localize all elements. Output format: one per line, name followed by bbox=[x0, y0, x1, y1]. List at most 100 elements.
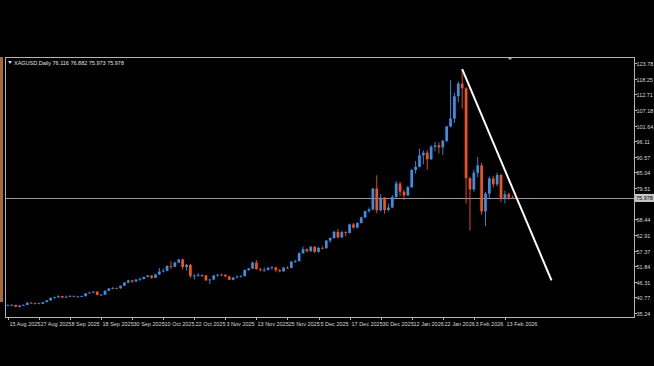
candle-wick bbox=[244, 270, 245, 277]
x-tick bbox=[287, 317, 288, 320]
x-tick bbox=[39, 317, 40, 320]
candle-wick bbox=[299, 252, 300, 261]
candle-wick bbox=[155, 274, 156, 278]
candle-body bbox=[14, 305, 17, 307]
candle-wick bbox=[174, 262, 175, 268]
candle-body bbox=[232, 278, 235, 280]
candle-body bbox=[38, 303, 41, 305]
candle-body bbox=[480, 165, 483, 211]
shift-marker bbox=[507, 57, 513, 60]
candle-wick bbox=[213, 275, 214, 280]
y-tick-label: 118.25 bbox=[637, 77, 653, 83]
y-tick-label: 90.57 bbox=[637, 155, 651, 161]
candle-body bbox=[406, 187, 409, 195]
candle-body bbox=[205, 275, 208, 280]
y-tick-label: 40.77 bbox=[637, 295, 651, 301]
candle-body bbox=[438, 145, 441, 147]
candle-wick bbox=[341, 231, 342, 238]
candle-wick bbox=[89, 292, 90, 294]
candle-body bbox=[340, 232, 343, 237]
candle-wick bbox=[77, 296, 78, 298]
chart: 123.78118.25112.71107.18101.6496.1190.57… bbox=[0, 0, 654, 366]
candle-body bbox=[104, 291, 107, 295]
candle-body bbox=[73, 295, 76, 297]
candle-wick bbox=[31, 302, 32, 304]
candle-wick bbox=[279, 269, 280, 272]
candle-wick bbox=[136, 279, 137, 282]
candle-wick bbox=[7, 304, 8, 306]
candle-wick bbox=[400, 182, 401, 196]
candle-body bbox=[453, 96, 456, 118]
candle-wick bbox=[23, 304, 24, 305]
x-tick-label: 8 Sep 2025 bbox=[72, 321, 100, 327]
candle-wick bbox=[477, 157, 478, 177]
candle-body bbox=[181, 259, 184, 267]
candle-body bbox=[146, 276, 149, 277]
candle-body bbox=[449, 119, 452, 127]
candle-body bbox=[49, 298, 52, 301]
candle-wick bbox=[330, 237, 331, 242]
x-tick-label: 3 Nov 2025 bbox=[227, 321, 255, 327]
candle-body bbox=[313, 247, 316, 252]
candle-body bbox=[337, 232, 340, 238]
candle-wick bbox=[501, 174, 502, 203]
candle-body bbox=[236, 276, 239, 278]
candle-wick bbox=[365, 211, 366, 219]
candle-body bbox=[504, 194, 507, 199]
candle-body bbox=[469, 178, 472, 189]
y-tick-label: 107.18 bbox=[637, 108, 654, 114]
title-arrow bbox=[8, 61, 12, 64]
candle-body bbox=[352, 224, 355, 227]
candle-body bbox=[115, 287, 118, 289]
candle-wick bbox=[423, 150, 424, 164]
candle-wick bbox=[209, 279, 210, 284]
y-tick-label: 51.84 bbox=[637, 264, 651, 270]
candle-body bbox=[492, 178, 495, 184]
candle-wick bbox=[458, 82, 459, 103]
x-tick bbox=[474, 317, 475, 320]
candle-body bbox=[201, 275, 204, 277]
candle-body bbox=[430, 147, 433, 159]
candle-body bbox=[154, 274, 157, 277]
candle-wick bbox=[198, 273, 199, 277]
x-tick-label: 27 Aug 2025 bbox=[41, 321, 72, 327]
candle-wick bbox=[438, 142, 439, 153]
candle-wick bbox=[353, 223, 354, 229]
candle-body bbox=[88, 292, 91, 294]
candle-wick bbox=[97, 291, 98, 295]
candle-wick bbox=[392, 195, 393, 208]
y-tick-label: 79.51 bbox=[637, 186, 651, 192]
candle-wick bbox=[66, 296, 67, 298]
candle-wick bbox=[411, 169, 412, 188]
candle-body bbox=[286, 267, 289, 269]
candle-wick bbox=[466, 87, 467, 203]
candle-wick bbox=[372, 188, 373, 210]
candle-body bbox=[259, 269, 262, 271]
candle-wick bbox=[151, 275, 152, 278]
candle-body bbox=[465, 88, 468, 178]
candle-body bbox=[496, 175, 499, 184]
candle-body bbox=[274, 267, 277, 270]
background bbox=[0, 0, 654, 366]
candle-body bbox=[240, 276, 243, 278]
candle-wick bbox=[190, 264, 191, 278]
candle-wick bbox=[415, 161, 416, 174]
candle-body bbox=[372, 189, 375, 210]
candle-wick bbox=[182, 259, 183, 270]
candle-wick bbox=[236, 275, 237, 278]
candle-wick bbox=[403, 190, 404, 200]
candle-body bbox=[185, 265, 188, 267]
candle-wick bbox=[256, 260, 257, 270]
candle-wick bbox=[170, 261, 171, 269]
price-line bbox=[5, 198, 634, 199]
candle-body bbox=[61, 296, 64, 297]
candle-wick bbox=[11, 304, 12, 306]
candle-body bbox=[302, 249, 305, 253]
candle-wick bbox=[229, 276, 230, 280]
y-tick-label: 62.91 bbox=[637, 233, 651, 239]
candle-wick bbox=[306, 248, 307, 252]
candle-wick bbox=[481, 163, 482, 215]
candle-wick bbox=[504, 191, 505, 204]
candle-body bbox=[34, 303, 37, 305]
price-label: 75.978 bbox=[636, 195, 653, 201]
